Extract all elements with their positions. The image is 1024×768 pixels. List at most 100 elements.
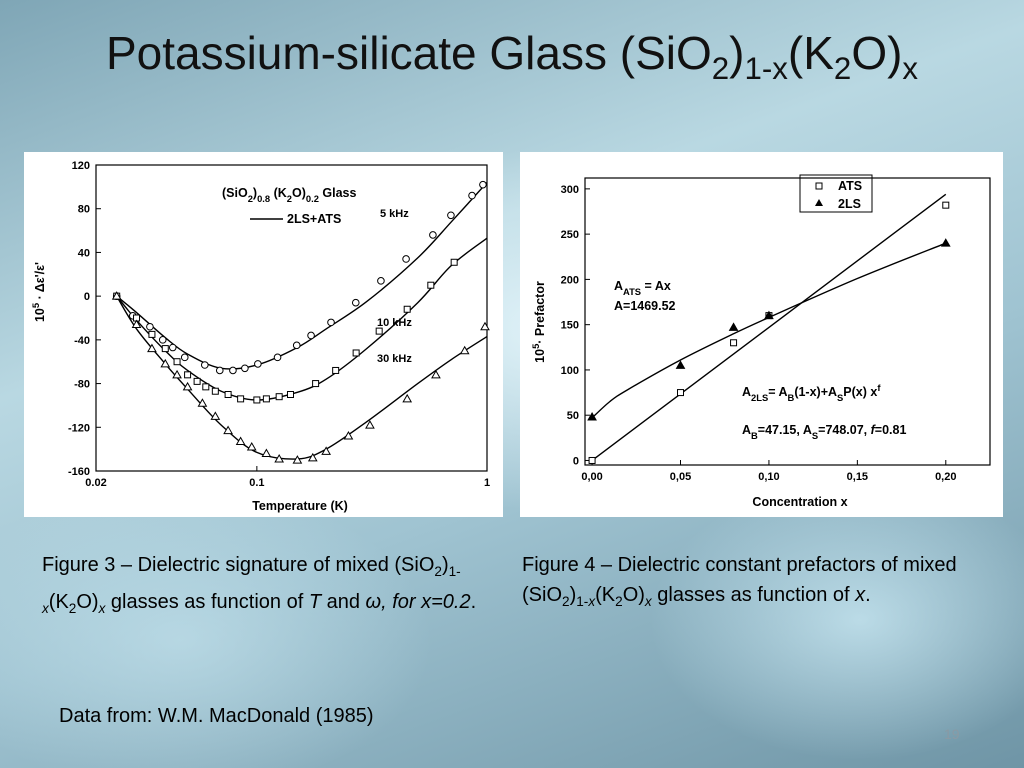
fit-curve bbox=[116, 237, 488, 401]
text-run: glasses as function of bbox=[105, 591, 309, 613]
data-point bbox=[286, 391, 294, 398]
x-axis-label: Temperature (K) bbox=[252, 499, 348, 513]
data-point bbox=[275, 393, 283, 401]
data-point bbox=[677, 389, 685, 397]
plot-frame bbox=[95, 164, 488, 472]
text-run: P(x) x bbox=[843, 385, 877, 399]
data-point bbox=[172, 369, 182, 379]
y-tick-label: -160 bbox=[68, 466, 90, 478]
legend-label: 2LS bbox=[838, 197, 861, 211]
data-point bbox=[459, 345, 470, 355]
data-point bbox=[229, 366, 237, 375]
text-run: O) bbox=[76, 591, 99, 613]
x-axis-label: Concentration x bbox=[752, 495, 847, 509]
data-point bbox=[764, 310, 774, 320]
data-point bbox=[182, 381, 193, 391]
text-run: 5 bbox=[531, 344, 541, 349]
chart-annotation: AB=47.15, AS=748.07, f=0.81 bbox=[742, 423, 906, 441]
text-run: ATS bbox=[623, 287, 641, 297]
text-run: x bbox=[98, 601, 106, 616]
data-point bbox=[327, 318, 335, 327]
y-tick-label: 100 bbox=[561, 365, 579, 377]
text-run: 1- bbox=[576, 594, 589, 609]
data-point bbox=[168, 343, 177, 352]
text-run: A=1469.52 bbox=[614, 299, 676, 313]
text-run: 2 bbox=[68, 601, 77, 616]
text-run: ) bbox=[569, 584, 577, 606]
data-point bbox=[307, 331, 315, 340]
text-run: Glass bbox=[319, 186, 357, 200]
text-run: S bbox=[837, 393, 843, 403]
legend-marker bbox=[815, 199, 823, 206]
text-run: f bbox=[871, 423, 877, 437]
y-tick-label: 50 bbox=[567, 410, 579, 422]
text-run: and bbox=[321, 591, 366, 613]
data-point bbox=[193, 377, 201, 385]
data-point bbox=[429, 231, 437, 239]
data-point bbox=[292, 455, 303, 464]
chart-annotation: (SiO2)0.8 (K2O)0.2 Glass bbox=[222, 186, 356, 204]
data-point bbox=[365, 420, 375, 429]
fit-curve bbox=[116, 182, 488, 370]
data-point bbox=[131, 319, 142, 329]
data-point bbox=[274, 453, 285, 463]
text-run: = Ax bbox=[641, 279, 671, 293]
chart: (SiO2)0.8 (K2O)0.2 Glass 2LS+ATS 5 kHz 1… bbox=[24, 152, 503, 517]
text-run: (K bbox=[270, 186, 287, 200]
text-run: 2 bbox=[711, 51, 730, 87]
text-run: x bbox=[42, 601, 49, 616]
data-point bbox=[160, 358, 171, 368]
x-tick-label: 0,05 bbox=[670, 471, 691, 483]
text-run: T bbox=[308, 591, 322, 613]
data-point bbox=[246, 441, 257, 451]
data-point bbox=[253, 396, 261, 404]
fit-curve bbox=[116, 295, 488, 460]
data-point bbox=[254, 360, 262, 368]
fit-curve bbox=[591, 242, 947, 419]
text-run: Figure 3 – Dielectric signature of mixed… bbox=[42, 554, 435, 576]
chart-annotation: A2LS= AB(1-x)+ASP(x) xf bbox=[742, 383, 881, 403]
data-point bbox=[202, 383, 210, 391]
series-label: 5 kHz bbox=[380, 208, 409, 220]
data-point bbox=[675, 360, 686, 369]
text-run: glasses as function of bbox=[651, 584, 856, 606]
data-point bbox=[402, 255, 410, 263]
data-point bbox=[146, 322, 154, 331]
text-run: · Prefactor bbox=[533, 281, 547, 344]
footer: Data from: W.M. MacDonald (1985) bbox=[59, 705, 374, 727]
data-point bbox=[292, 341, 301, 350]
data-point bbox=[351, 298, 360, 307]
legend-marker bbox=[815, 182, 823, 190]
data-point bbox=[447, 211, 455, 220]
data-point bbox=[942, 201, 950, 209]
text-run: . bbox=[865, 584, 871, 606]
text-run: (SiO bbox=[222, 186, 248, 200]
slide-title: Potassium-silicate Glass (SiO2)1-x(K2O)x bbox=[0, 26, 1024, 87]
plot-frame bbox=[584, 177, 991, 466]
data-point bbox=[158, 336, 167, 344]
y-tick-label: 120 bbox=[72, 160, 90, 172]
x-tick-label: 1 bbox=[484, 477, 490, 489]
text-run: =47.15, A bbox=[758, 423, 812, 437]
text-run: (K bbox=[595, 584, 616, 606]
text-run: 10 bbox=[33, 308, 47, 322]
figure-caption: Figure 3 – Dielectric signature of mixed… bbox=[42, 550, 492, 624]
text-run: O) bbox=[622, 584, 645, 606]
data-point bbox=[730, 339, 738, 347]
text-run: ω, for x=0.2 bbox=[365, 591, 471, 613]
x-tick-label: 0.02 bbox=[85, 477, 106, 489]
text-run: 1-x bbox=[744, 51, 788, 87]
data-point bbox=[200, 361, 209, 369]
data-point bbox=[377, 277, 385, 285]
text-run: Potassium-silicate Glass (SiO bbox=[105, 27, 712, 79]
data-point bbox=[211, 387, 219, 395]
data-point bbox=[321, 446, 332, 455]
text-run: x bbox=[644, 594, 652, 609]
text-run: ) bbox=[729, 27, 745, 79]
text-run: O) bbox=[292, 186, 306, 200]
text-run: (K bbox=[48, 591, 69, 613]
text-run: Figure 4 – Dielectric constant prefactor… bbox=[522, 554, 957, 606]
x-tick-label: 0,00 bbox=[581, 471, 602, 483]
data-point bbox=[184, 371, 192, 379]
